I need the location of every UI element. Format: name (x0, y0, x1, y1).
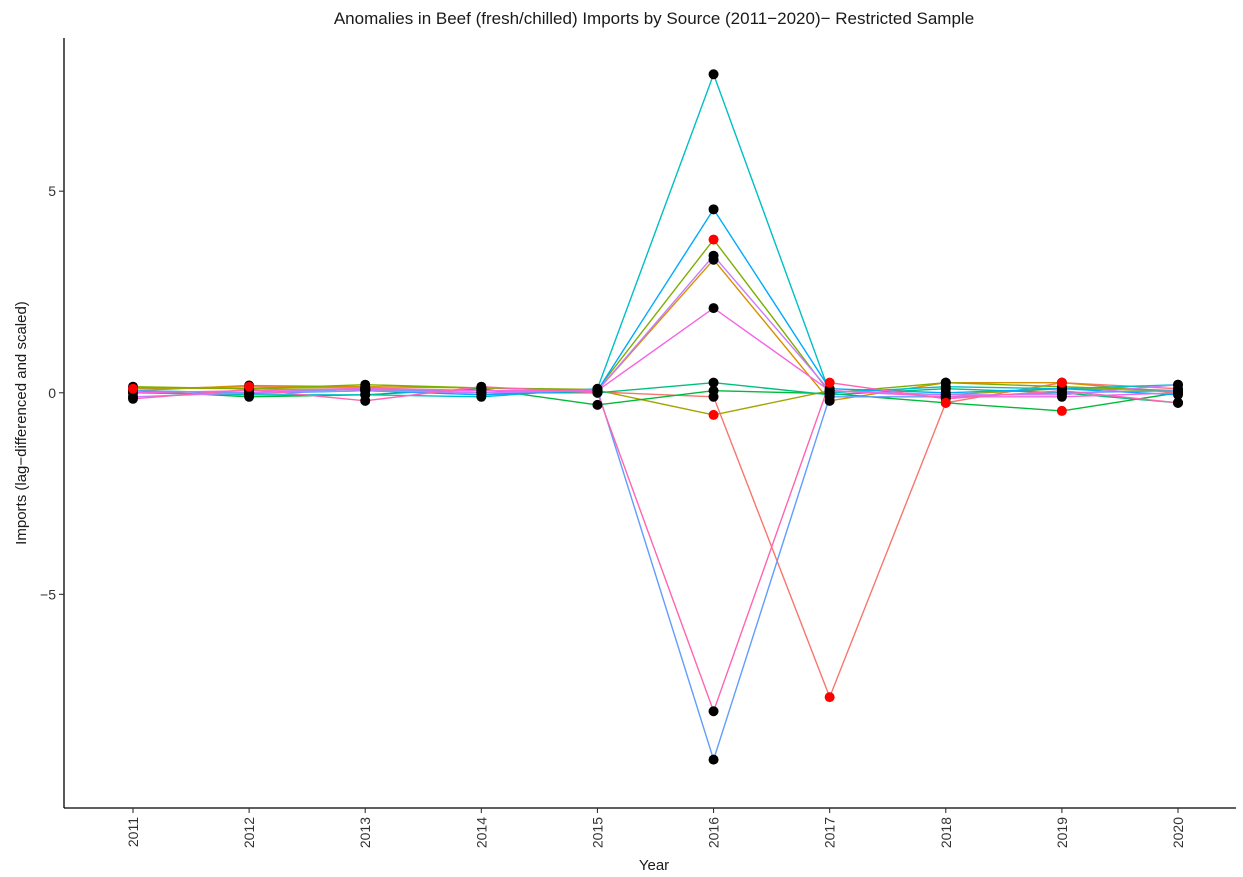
y-tick-label: −5 (40, 586, 56, 602)
x-axis-title: Year (639, 857, 669, 874)
data-point (1173, 397, 1183, 408)
data-point (708, 303, 719, 314)
data-point (360, 395, 371, 406)
data-point (1173, 387, 1183, 398)
series-line (132, 72, 1179, 398)
data-point (1173, 379, 1183, 390)
y-axis-ticks: −5 0 5 (40, 183, 64, 602)
series-line (132, 238, 1179, 394)
data-point (128, 393, 138, 404)
series-line (132, 381, 1179, 700)
data-point (708, 706, 719, 717)
anomaly-point (940, 397, 951, 408)
series-points (128, 69, 1183, 765)
data-point (708, 377, 719, 388)
anomaly-point (128, 383, 138, 394)
anomaly-point (708, 409, 719, 420)
series-line (132, 307, 1179, 398)
x-tick-label: 2017 (822, 817, 838, 848)
y-axis-title: Imports (lag−differenced and scaled) (13, 301, 30, 545)
x-tick-label: 2011 (125, 817, 141, 847)
x-tick-label: 2015 (589, 817, 605, 848)
series-line (132, 387, 1179, 762)
x-axis-ticks: 2011 2012 2013 2014 2015 2016 2017 2018 2019 2020 (125, 808, 1186, 848)
series-lines (132, 72, 1179, 762)
anomaly-point (1056, 377, 1067, 388)
chart-title: Anomalies in Beef (fresh/chilled) Import… (334, 9, 974, 28)
series-line (132, 208, 1179, 396)
anomaly-point (824, 692, 835, 703)
x-tick-label: 2016 (706, 817, 722, 848)
plot-area (128, 69, 1183, 765)
series-line (132, 381, 1179, 714)
anomaly-point (708, 234, 719, 245)
data-point (708, 69, 719, 80)
data-point (708, 754, 719, 765)
data-point (708, 204, 719, 215)
data-point (360, 383, 371, 394)
anomaly-point (1056, 405, 1067, 416)
data-point (708, 250, 719, 261)
data-point (1056, 385, 1067, 396)
x-tick-label: 2013 (357, 817, 373, 848)
y-tick-label: 0 (48, 385, 56, 401)
data-point (708, 385, 719, 396)
anomaly-point (824, 377, 835, 388)
x-tick-label: 2019 (1054, 817, 1070, 848)
data-point (592, 387, 603, 398)
series-line (132, 258, 1179, 402)
x-tick-label: 2012 (241, 817, 257, 848)
anomaly-point (244, 381, 255, 392)
x-tick-label: 2020 (1170, 817, 1186, 848)
x-tick-label: 2018 (938, 817, 954, 848)
y-tick-label: 5 (48, 183, 56, 199)
data-point (592, 399, 603, 410)
data-point (476, 381, 487, 392)
x-tick-label: 2014 (473, 817, 489, 848)
data-point (824, 385, 835, 396)
